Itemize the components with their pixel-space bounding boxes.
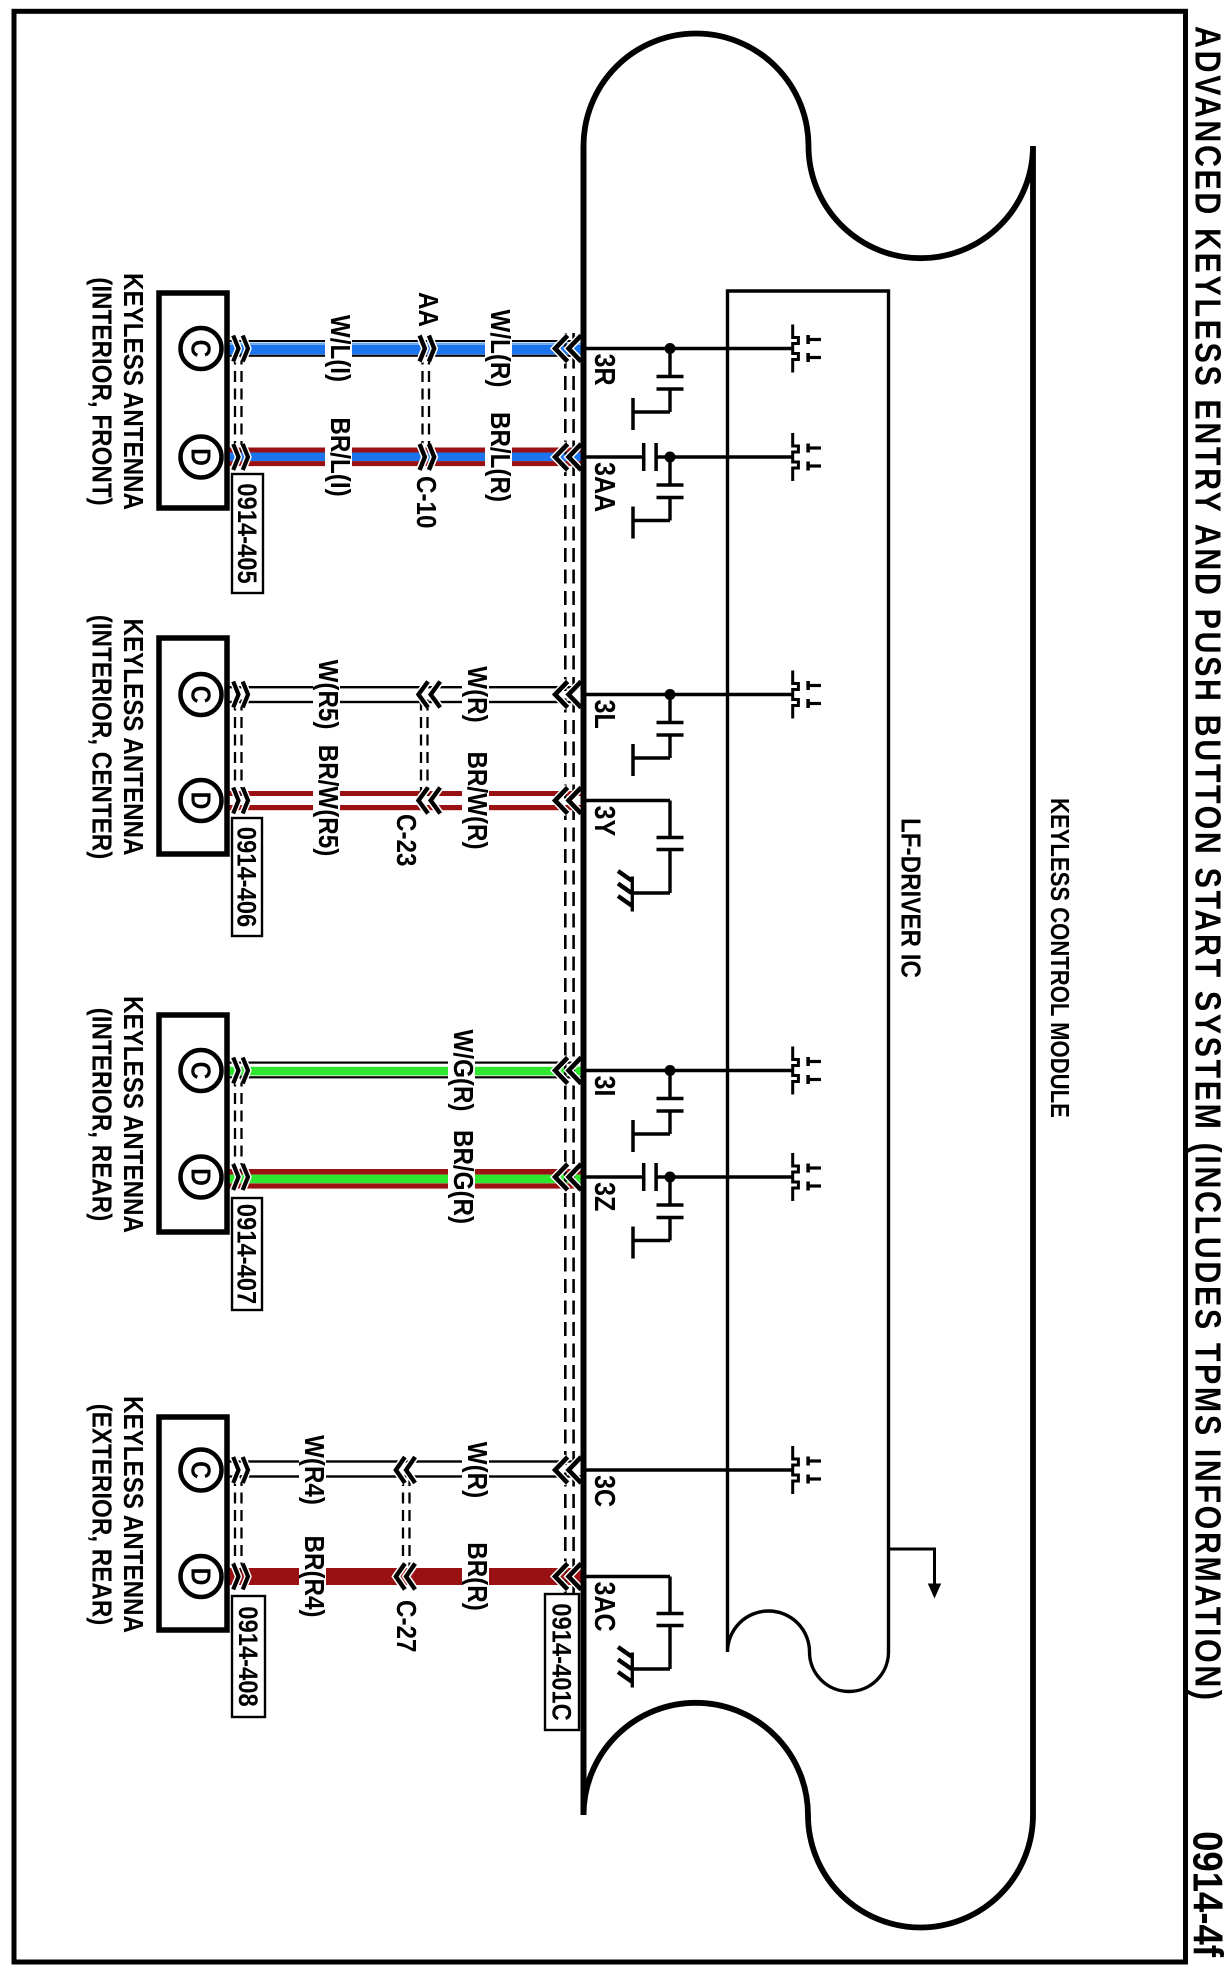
svg-text:BR(R4): BR(R4): [299, 1536, 329, 1618]
svg-text:C-27: C-27: [391, 1600, 421, 1652]
svg-text:W(R): W(R): [462, 1442, 492, 1498]
svg-text:3Y: 3Y: [589, 806, 621, 837]
svg-text:BR/L(I): BR/L(I): [325, 417, 355, 496]
svg-text:3I: 3I: [589, 1076, 621, 1097]
svg-text:3L: 3L: [589, 700, 621, 729]
svg-text:D: D: [185, 1168, 217, 1186]
svg-text:(EXTERIOR, REAR): (EXTERIOR, REAR): [86, 1404, 116, 1626]
svg-text:BR/W(R): BR/W(R): [462, 751, 492, 849]
svg-text:C: C: [185, 1461, 217, 1479]
svg-text:BR(R): BR(R): [462, 1542, 492, 1611]
svg-text:LF-DRIVER IC: LF-DRIVER IC: [895, 818, 925, 978]
svg-text:3Z: 3Z: [589, 1182, 621, 1211]
svg-text:0914-405: 0914-405: [232, 483, 262, 583]
svg-text:KEYLESS ANTENNA: KEYLESS ANTENNA: [118, 996, 148, 1233]
svg-text:0914-4f: 0914-4f: [1184, 1831, 1227, 1958]
svg-text:KEYLESS ANTENNA: KEYLESS ANTENNA: [118, 619, 148, 856]
svg-text:KEYLESS ANTENNA: KEYLESS ANTENNA: [118, 273, 148, 510]
svg-text:KEYLESS ANTENNA: KEYLESS ANTENNA: [118, 1396, 148, 1633]
svg-text:C: C: [185, 340, 217, 358]
svg-text:W/G(R): W/G(R): [448, 1030, 478, 1112]
svg-text:3R: 3R: [589, 354, 621, 386]
svg-text:0914-406: 0914-406: [231, 827, 261, 927]
svg-text:0914-407: 0914-407: [231, 1204, 261, 1304]
svg-text:D: D: [185, 448, 217, 466]
svg-text:D: D: [185, 1568, 217, 1586]
svg-text:(INTERIOR, FRONT): (INTERIOR, FRONT): [86, 277, 116, 505]
svg-text:0914-401C: 0914-401C: [546, 1603, 576, 1721]
svg-text:W(R5): W(R5): [313, 660, 343, 730]
svg-text:C-10: C-10: [411, 476, 441, 528]
svg-text:(INTERIOR, REAR): (INTERIOR, REAR): [86, 1008, 116, 1222]
svg-text:BR/G(R): BR/G(R): [448, 1130, 478, 1224]
svg-text:W/L(I): W/L(I): [325, 315, 355, 382]
svg-text:3AC: 3AC: [589, 1582, 621, 1632]
svg-text:3C: 3C: [589, 1475, 621, 1507]
svg-text:0914-408: 0914-408: [233, 1606, 263, 1706]
svg-text:BR/L(R): BR/L(R): [485, 412, 515, 502]
svg-text:KEYLESS CONTROL MODULE: KEYLESS CONTROL MODULE: [1045, 798, 1074, 1118]
svg-text:C-23: C-23: [391, 814, 421, 866]
svg-text:D: D: [185, 792, 217, 810]
svg-text:C: C: [185, 1062, 217, 1080]
svg-text:BR/W(R5): BR/W(R5): [313, 745, 343, 857]
svg-text:C: C: [185, 686, 217, 704]
svg-text:W(R4): W(R4): [299, 1435, 329, 1505]
svg-text:W(R): W(R): [462, 666, 492, 722]
svg-text:(INTERIOR, CENTER): (INTERIOR, CENTER): [86, 615, 116, 860]
svg-text:W/L(R): W/L(R): [485, 310, 515, 388]
svg-text:3AA: 3AA: [589, 462, 621, 512]
svg-text:AA: AA: [413, 292, 443, 327]
svg-text:ADVANCED KEYLESS ENTRY AND PUS: ADVANCED KEYLESS ENTRY AND PUSH BUTTON S…: [1187, 26, 1227, 1703]
